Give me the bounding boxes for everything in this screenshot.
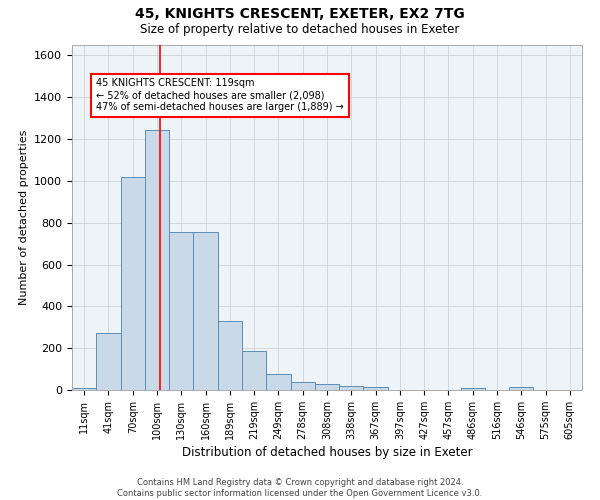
Text: 45 KNIGHTS CRESCENT: 119sqm
← 52% of detached houses are smaller (2,098)
47% of : 45 KNIGHTS CRESCENT: 119sqm ← 52% of det… (96, 78, 344, 112)
Bar (169, 232, 193, 390)
Bar (72, 388, 96, 390)
Bar (290, 382, 315, 390)
Bar (121, 176, 145, 390)
Bar (242, 352, 266, 390)
Bar (339, 386, 364, 390)
Bar (96, 332, 121, 390)
Text: Contains HM Land Registry data © Crown copyright and database right 2024.
Contai: Contains HM Land Registry data © Crown c… (118, 478, 482, 498)
Bar (364, 387, 388, 390)
Bar (266, 374, 290, 390)
X-axis label: Distribution of detached houses by size in Exeter: Distribution of detached houses by size … (182, 446, 472, 459)
Y-axis label: Number of detached properties: Number of detached properties (19, 130, 29, 305)
Text: 45, KNIGHTS CRESCENT, EXETER, EX2 7TG: 45, KNIGHTS CRESCENT, EXETER, EX2 7TG (135, 8, 465, 22)
Bar (145, 130, 169, 390)
Bar (509, 387, 533, 390)
Bar (461, 388, 485, 390)
Text: Size of property relative to detached houses in Exeter: Size of property relative to detached ho… (140, 22, 460, 36)
Bar (193, 232, 218, 390)
Bar (315, 384, 339, 390)
Bar (218, 321, 242, 390)
